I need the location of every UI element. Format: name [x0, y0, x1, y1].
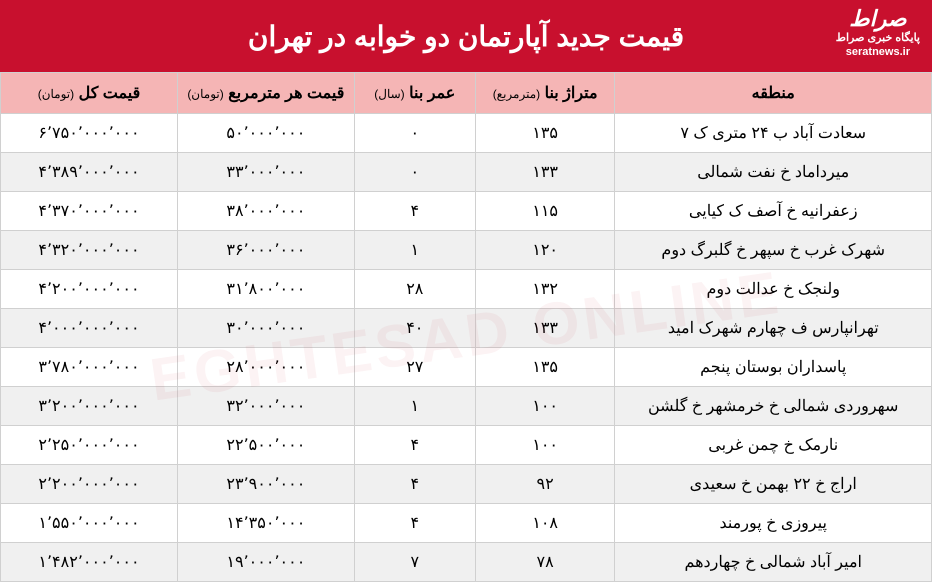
col-ppm-label: قیمت هر مترمربع: [228, 85, 344, 102]
cell-total: ۱٬۴۸۲٬۰۰۰٬۰۰۰: [1, 543, 178, 582]
col-region: منطقه: [615, 73, 932, 114]
cell-total: ۴٬۳۸۹٬۰۰۰٬۰۰۰: [1, 153, 178, 192]
table-row: تهرانپارس ف چهارم شهرک امید۱۳۳۴۰۳۰٬۰۰۰٬۰…: [1, 309, 932, 348]
logo-brand: صراط: [836, 6, 920, 32]
col-age-label: عمر بنا: [409, 85, 455, 102]
cell-region: نارمک خ چمن غربی: [615, 426, 932, 465]
cell-age: ۲۸: [354, 270, 475, 309]
cell-age: ۴۰: [354, 309, 475, 348]
col-age: عمر بنا (سال): [354, 73, 475, 114]
cell-ppm: ۲۲٬۵۰۰٬۰۰۰: [177, 426, 354, 465]
table-row: پیروزی خ پورمند۱۰۸۴۱۴٬۳۵۰٬۰۰۰۱٬۵۵۰٬۰۰۰٬۰…: [1, 504, 932, 543]
cell-region: زعفرانیه خ آصف ک کیایی: [615, 192, 932, 231]
cell-age: ۴: [354, 192, 475, 231]
cell-ppm: ۳۶٬۰۰۰٬۰۰۰: [177, 231, 354, 270]
col-ppm-unit: (تومان): [187, 87, 223, 101]
page-header: قیمت جدید آپارتمان دو خوابه در تهران صرا…: [0, 0, 932, 72]
cell-region: پاسداران بوستان پنجم: [615, 348, 932, 387]
cell-ppm: ۱۹٬۰۰۰٬۰۰۰: [177, 543, 354, 582]
table-header-row: منطقه متراژ بنا (مترمربع) عمر بنا (سال) …: [1, 73, 932, 114]
cell-age: ۱: [354, 231, 475, 270]
cell-total: ۴٬۳۲۰٬۰۰۰٬۰۰۰: [1, 231, 178, 270]
table-row: نارمک خ چمن غربی۱۰۰۴۲۲٬۵۰۰٬۰۰۰۲٬۲۵۰٬۰۰۰٬…: [1, 426, 932, 465]
cell-age: ۰: [354, 153, 475, 192]
col-total: قیمت کل (تومان): [1, 73, 178, 114]
cell-total: ۲٬۲۵۰٬۰۰۰٬۰۰۰: [1, 426, 178, 465]
cell-area: ۱۲۰: [475, 231, 615, 270]
table-row: شهرک غرب خ سپهر خ گلبرگ دوم۱۲۰۱۳۶٬۰۰۰٬۰۰…: [1, 231, 932, 270]
cell-area: ۱۳۳: [475, 309, 615, 348]
cell-age: ۲۷: [354, 348, 475, 387]
col-area: متراژ بنا (مترمربع): [475, 73, 615, 114]
cell-age: ۴: [354, 426, 475, 465]
cell-ppm: ۲۸٬۰۰۰٬۰۰۰: [177, 348, 354, 387]
cell-age: ۴: [354, 465, 475, 504]
col-age-unit: (سال): [374, 87, 404, 101]
table-row: پاسداران بوستان پنجم۱۳۵۲۷۲۸٬۰۰۰٬۰۰۰۳٬۷۸۰…: [1, 348, 932, 387]
table-row: میرداماد خ نفت شمالی۱۳۳۰۳۳٬۰۰۰٬۰۰۰۴٬۳۸۹٬…: [1, 153, 932, 192]
cell-area: ۱۱۵: [475, 192, 615, 231]
col-ppm: قیمت هر مترمربع (تومان): [177, 73, 354, 114]
cell-area: ۱۰۸: [475, 504, 615, 543]
cell-total: ۴٬۲۰۰٬۰۰۰٬۰۰۰: [1, 270, 178, 309]
table-row: اراج خ ۲۲ بهمن خ سعیدی۹۲۴۲۳٬۹۰۰٬۰۰۰۲٬۲۰۰…: [1, 465, 932, 504]
table-row: زعفرانیه خ آصف ک کیایی۱۱۵۴۳۸٬۰۰۰٬۰۰۰۴٬۳۷…: [1, 192, 932, 231]
cell-age: ۰: [354, 114, 475, 153]
cell-total: ۲٬۲۰۰٬۰۰۰٬۰۰۰: [1, 465, 178, 504]
cell-total: ۴٬۰۰۰٬۰۰۰٬۰۰۰: [1, 309, 178, 348]
source-logo: صراط پایگاه خبری صراط seratnews.ir: [836, 6, 920, 59]
cell-ppm: ۳۰٬۰۰۰٬۰۰۰: [177, 309, 354, 348]
cell-region: میرداماد خ نفت شمالی: [615, 153, 932, 192]
cell-region: تهرانپارس ف چهارم شهرک امید: [615, 309, 932, 348]
cell-total: ۴٬۳۷۰٬۰۰۰٬۰۰۰: [1, 192, 178, 231]
cell-region: امیر آباد شمالی خ چهاردهم: [615, 543, 932, 582]
cell-region: سهروردی شمالی خ خرمشهر خ گلشن: [615, 387, 932, 426]
cell-ppm: ۱۴٬۳۵۰٬۰۰۰: [177, 504, 354, 543]
logo-url: seratnews.ir: [846, 46, 910, 58]
cell-ppm: ۳۸٬۰۰۰٬۰۰۰: [177, 192, 354, 231]
col-total-label: قیمت کل: [79, 85, 141, 102]
cell-area: ۱۰۰: [475, 387, 615, 426]
price-table: منطقه متراژ بنا (مترمربع) عمر بنا (سال) …: [0, 72, 932, 582]
cell-total: ۶٬۷۵۰٬۰۰۰٬۰۰۰: [1, 114, 178, 153]
page-title: قیمت جدید آپارتمان دو خوابه در تهران: [248, 20, 684, 53]
cell-total: ۱٬۵۵۰٬۰۰۰٬۰۰۰: [1, 504, 178, 543]
table-body: سعادت آباد ب ۲۴ متری ک ۷۱۳۵۰۵۰٬۰۰۰٬۰۰۰۶٬…: [1, 114, 932, 582]
cell-total: ۳٬۲۰۰٬۰۰۰٬۰۰۰: [1, 387, 178, 426]
cell-ppm: ۳۳٬۰۰۰٬۰۰۰: [177, 153, 354, 192]
cell-ppm: ۲۳٬۹۰۰٬۰۰۰: [177, 465, 354, 504]
cell-ppm: ۳۱٬۸۰۰٬۰۰۰: [177, 270, 354, 309]
table-row: سهروردی شمالی خ خرمشهر خ گلشن۱۰۰۱۳۲٬۰۰۰٬…: [1, 387, 932, 426]
table-row: ولنجک خ عدالت دوم۱۳۲۲۸۳۱٬۸۰۰٬۰۰۰۴٬۲۰۰٬۰۰…: [1, 270, 932, 309]
cell-region: پیروزی خ پورمند: [615, 504, 932, 543]
cell-area: ۹۲: [475, 465, 615, 504]
col-area-unit: (مترمربع): [493, 87, 540, 101]
cell-region: شهرک غرب خ سپهر خ گلبرگ دوم: [615, 231, 932, 270]
cell-area: ۱۳۵: [475, 348, 615, 387]
cell-age: ۱: [354, 387, 475, 426]
cell-region: ولنجک خ عدالت دوم: [615, 270, 932, 309]
cell-area: ۱۳۳: [475, 153, 615, 192]
cell-area: ۱۳۲: [475, 270, 615, 309]
col-area-label: متراژ بنا: [545, 85, 598, 102]
cell-total: ۳٬۷۸۰٬۰۰۰٬۰۰۰: [1, 348, 178, 387]
table-row: سعادت آباد ب ۲۴ متری ک ۷۱۳۵۰۵۰٬۰۰۰٬۰۰۰۶٬…: [1, 114, 932, 153]
cell-region: اراج خ ۲۲ بهمن خ سعیدی: [615, 465, 932, 504]
cell-age: ۷: [354, 543, 475, 582]
cell-age: ۴: [354, 504, 475, 543]
cell-area: ۱۰۰: [475, 426, 615, 465]
cell-area: ۷۸: [475, 543, 615, 582]
cell-area: ۱۳۵: [475, 114, 615, 153]
cell-ppm: ۵۰٬۰۰۰٬۰۰۰: [177, 114, 354, 153]
cell-ppm: ۳۲٬۰۰۰٬۰۰۰: [177, 387, 354, 426]
col-total-unit: (تومان): [38, 87, 74, 101]
cell-region: سعادت آباد ب ۲۴ متری ک ۷: [615, 114, 932, 153]
logo-subtitle: پایگاه خبری صراط: [836, 32, 920, 44]
table-row: امیر آباد شمالی خ چهاردهم۷۸۷۱۹٬۰۰۰٬۰۰۰۱٬…: [1, 543, 932, 582]
col-region-label: منطقه: [752, 85, 795, 102]
